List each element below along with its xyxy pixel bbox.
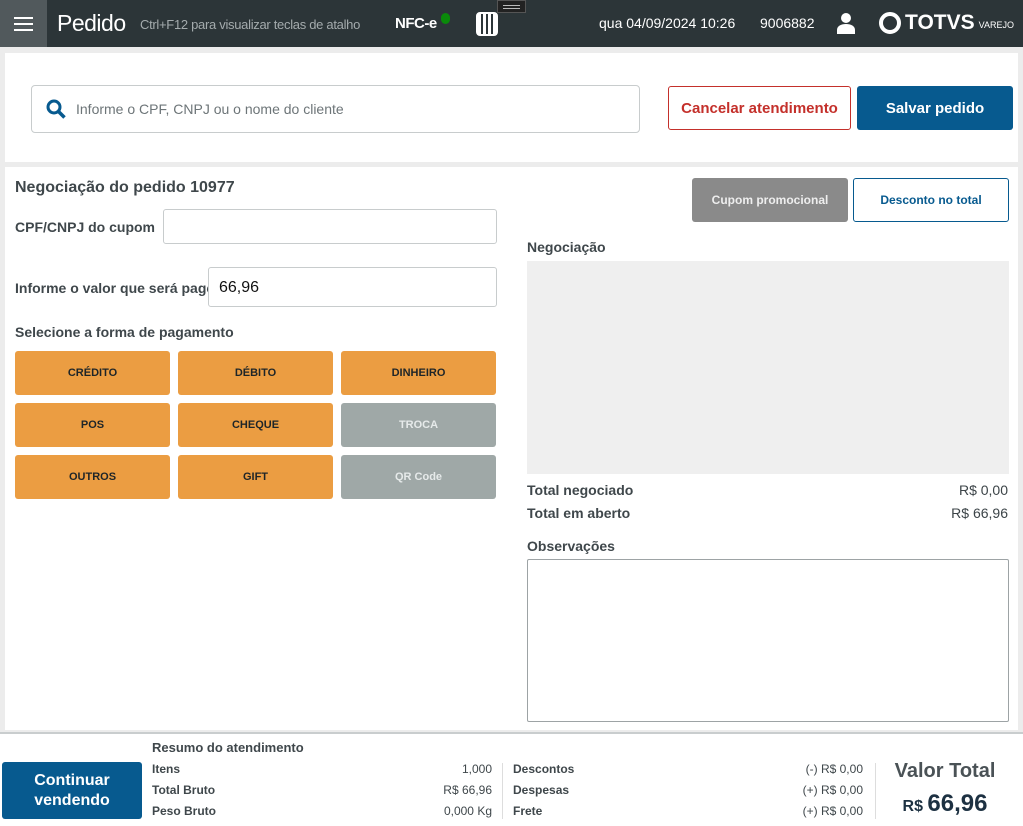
payment-troca-button: TROCA — [341, 403, 496, 447]
negotiation-list — [527, 261, 1009, 474]
summary-footer — [0, 732, 1023, 826]
payment-crédito-button[interactable]: CRÉDITO — [15, 351, 170, 395]
client-search[interactable] — [31, 85, 640, 133]
total-aberto-value: R$ 66,96 — [951, 505, 1008, 521]
client-search-input[interactable] — [76, 101, 596, 117]
hamburger-icon — [14, 16, 33, 19]
cpf-input[interactable] — [163, 209, 497, 244]
payment-pos-button[interactable]: POS — [15, 403, 170, 447]
summary-row: Peso Bruto 0,000 Kg — [152, 804, 492, 825]
total-aberto-label: Total em aberto — [527, 505, 631, 521]
summary-label: Peso Bruto — [152, 804, 217, 818]
qr-code-icon[interactable] — [476, 12, 498, 36]
drag-handle[interactable] — [497, 0, 526, 13]
total-negociado-value: R$ 0,00 — [958, 482, 1008, 498]
summary-left: Itens 1,000 Total Bruto R$ 66,96 Peso Bruto 0… — [152, 762, 492, 825]
valor-label: Informe o valor que será pago — [15, 280, 215, 296]
summary-label: Despesas — [513, 783, 570, 797]
summary-value: (-) R$ 0,00 — [805, 762, 863, 776]
summary-row: Descontos (-) R$ 0,00 — [513, 762, 863, 783]
payment-dinheiro-button[interactable]: DINHEIRO — [341, 351, 496, 395]
summary-value: 1,000 — [461, 762, 492, 776]
search-icon — [46, 99, 66, 119]
menu-button[interactable] — [0, 0, 47, 47]
summary-mid: Descontos (-) R$ 0,00 Despesas (+) R$ 0,00 F… — [513, 762, 863, 825]
store-code: 9006882 — [760, 15, 815, 31]
total-negociado-label: Total negociado — [527, 482, 634, 498]
summary-value: R$ 66,96 — [443, 783, 492, 797]
resumo-title: Resumo do atendimento — [152, 740, 304, 755]
page-title: Pedido — [57, 10, 126, 36]
nfce-label: NFC-e — [395, 15, 437, 32]
save-button[interactable]: Salvar pedido — [857, 86, 1013, 130]
summary-row: Itens 1,000 — [152, 762, 492, 783]
payment-qr-code-button: QR Code — [341, 455, 496, 499]
discount-button[interactable]: Desconto no total — [853, 178, 1009, 222]
obs-label: Observações — [527, 538, 615, 554]
summary-label: Descontos — [513, 762, 575, 776]
summary-label: Total Bruto — [152, 783, 216, 797]
summary-label: Itens — [152, 762, 181, 776]
payment-outros-button[interactable]: OUTROS — [15, 455, 170, 499]
obs-textarea[interactable] — [527, 559, 1009, 722]
forma-label: Selecione a forma de pagamento — [15, 324, 234, 340]
summary-value: 0,000 Kg — [443, 804, 492, 818]
valor-input[interactable]: 66,96 — [208, 267, 497, 307]
negotiation-title: Negociação do pedido 10977 — [15, 179, 235, 196]
totvs-logo: TOTVS VAREJO — [879, 11, 1014, 35]
summary-label: Frete — [513, 804, 543, 818]
continue-button[interactable]: Continuar vendendo — [2, 762, 142, 819]
cpf-label: CPF/CNPJ do cupom — [15, 219, 156, 235]
payment-cheque-button[interactable]: CHEQUE — [178, 403, 333, 447]
user-icon[interactable] — [837, 12, 855, 34]
valor-total-label: Valor Total — [894, 760, 996, 782]
cancel-button[interactable]: Cancelar atendimento — [668, 86, 851, 130]
payment-grid: CRÉDITO DÉBITO DINHEIRO POS CHEQUE TROCA OUTRO… — [15, 351, 496, 499]
logo-icon — [879, 12, 901, 34]
negociacao-label: Negociação — [527, 239, 606, 255]
coupon-button[interactable]: Cupom promocional — [692, 178, 848, 222]
summary-row: Despesas (+) R$ 0,00 — [513, 783, 863, 804]
payment-gift-button[interactable]: GIFT — [178, 455, 333, 499]
summary-row: Total Bruto R$ 66,96 — [152, 783, 492, 804]
top-bar: Pedido Ctrl+F12 para visualizar teclas d… — [0, 0, 1023, 47]
nfce-status-icon — [441, 13, 450, 24]
payment-débito-button[interactable]: DÉBITO — [178, 351, 333, 395]
summary-value: (+) R$ 0,00 — [802, 804, 863, 818]
shortcut-hint: Ctrl+F12 para visualizar teclas de atalh… — [140, 17, 361, 32]
summary-value: (+) R$ 0,00 — [802, 783, 863, 797]
summary-row: Frete (+) R$ 0,00 — [513, 804, 863, 825]
datetime: qua 04/09/2024 10:26 — [599, 15, 736, 31]
valor-total: R$ 66,96 — [902, 790, 988, 817]
